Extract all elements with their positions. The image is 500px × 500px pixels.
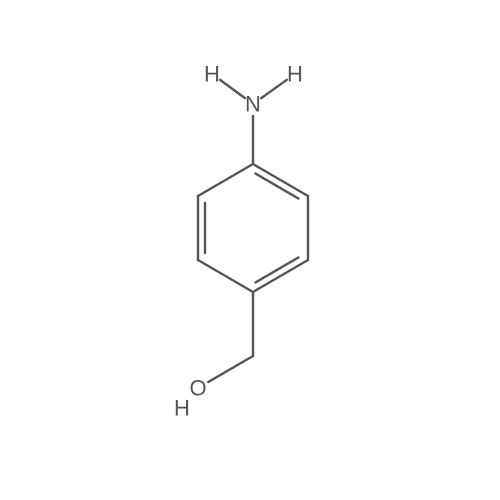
atom-label-H2: H — [287, 62, 303, 87]
atom-label-O: O — [189, 376, 206, 401]
atom-label-N: N — [245, 92, 261, 117]
atom-label-HO: H — [174, 396, 190, 421]
molecule-diagram: NHHOH — [0, 0, 500, 500]
atom-label-H1: H — [204, 62, 220, 87]
